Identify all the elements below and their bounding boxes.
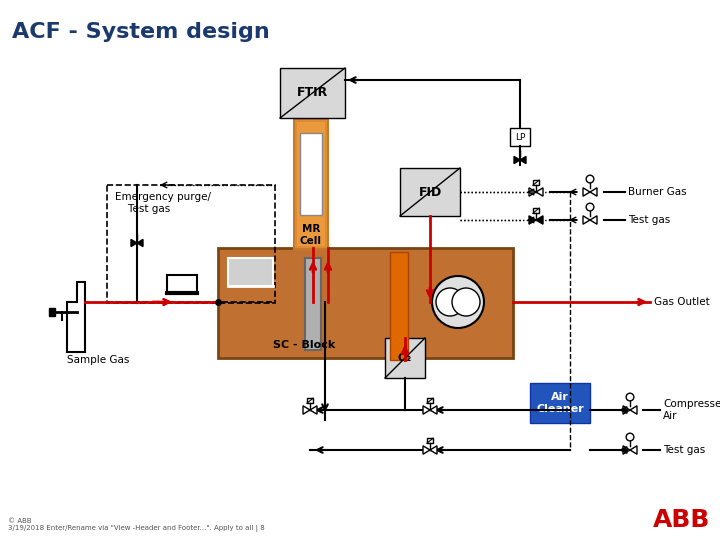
Polygon shape [131,239,137,247]
Bar [533,180,539,185]
Text: © ABB
3/19/2018 Enter/Rename via "View -Header and Footer...". Apply to all | 8: © ABB 3/19/2018 Enter/Rename via "View -… [8,518,265,532]
Text: LP: LP [515,132,525,141]
Polygon shape [67,282,85,352]
Polygon shape [583,216,590,224]
Text: FID: FID [418,186,441,199]
Bar [293,118,329,250]
Bar [297,122,325,246]
Polygon shape [583,188,590,196]
Circle shape [432,276,484,328]
Text: SC - Block: SC - Block [273,340,336,350]
Polygon shape [430,446,437,454]
Text: MR
Cell: MR Cell [300,224,322,246]
Text: Burner Gas: Burner Gas [628,187,687,197]
Circle shape [452,288,480,316]
Polygon shape [430,406,437,414]
Text: Test gas: Test gas [663,445,706,455]
Text: Emergency purge/
    Test gas: Emergency purge/ Test gas [115,192,211,214]
Polygon shape [630,406,637,414]
Circle shape [436,288,464,316]
Text: ABB: ABB [652,508,710,532]
Circle shape [626,433,634,441]
Bar [427,398,433,403]
Bar [385,338,425,378]
Bar [533,208,539,213]
Text: FTIR: FTIR [297,86,328,99]
Text: ACF - System design: ACF - System design [12,22,270,42]
Polygon shape [423,446,430,454]
Polygon shape [137,239,143,247]
Text: Test gas: Test gas [628,215,670,225]
Bar [218,248,513,358]
Polygon shape [310,406,317,414]
Bar [295,120,327,248]
Polygon shape [590,216,597,224]
Text: Sample Gas: Sample Gas [67,355,130,365]
Bar [305,258,321,350]
Text: Gas Outlet: Gas Outlet [654,297,710,307]
Polygon shape [623,446,630,454]
Polygon shape [529,216,536,224]
Polygon shape [514,157,520,164]
Polygon shape [423,406,430,414]
Bar [307,398,313,403]
Bar [293,118,329,250]
Bar [400,168,460,216]
Bar [228,258,273,286]
Polygon shape [623,406,630,414]
Polygon shape [536,216,543,224]
Bar [107,185,275,303]
Polygon shape [520,157,526,164]
Polygon shape [303,406,310,414]
Bar [530,383,590,423]
Bar [510,128,530,146]
Polygon shape [49,308,55,316]
Text: Air
Cleaner: Air Cleaner [536,392,584,414]
Polygon shape [630,446,637,454]
Polygon shape [529,188,536,196]
Bar [300,133,322,215]
Bar [280,68,345,118]
Text: O₂: O₂ [398,353,412,363]
Polygon shape [590,188,597,196]
Bar [390,252,408,360]
Polygon shape [536,188,543,196]
Bar [427,438,433,443]
Circle shape [586,203,594,211]
Text: Compressed
Air: Compressed Air [663,399,720,421]
Circle shape [626,393,634,401]
Circle shape [586,175,594,183]
